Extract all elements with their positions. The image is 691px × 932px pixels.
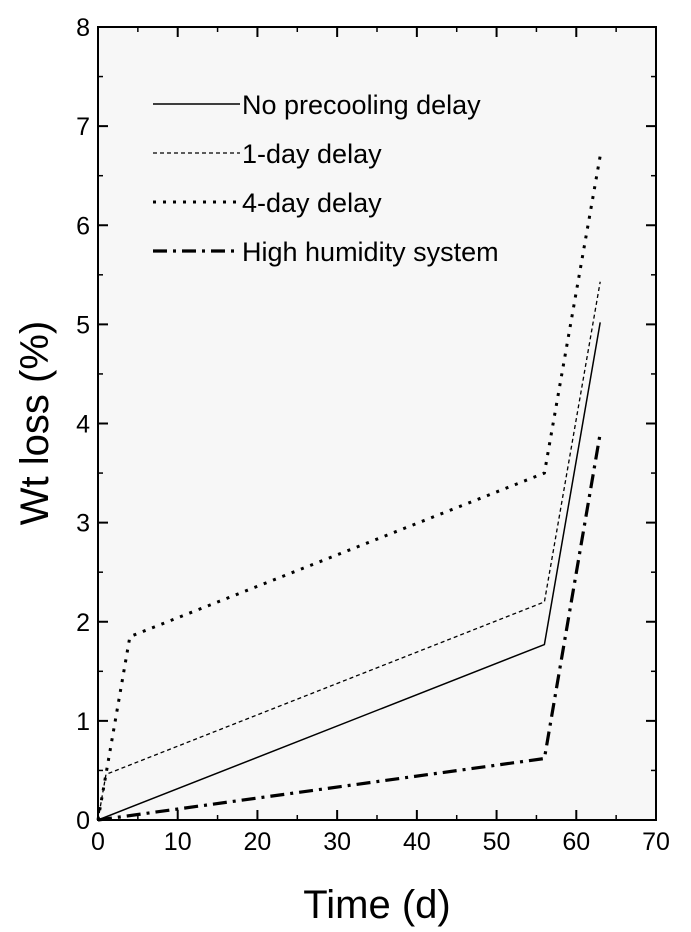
x-tick-label: 10	[164, 828, 192, 856]
x-tick-label: 40	[403, 828, 431, 856]
series-line	[97, 281, 601, 821]
legend: No precooling delay 1-day delay 4-day dela…	[153, 90, 499, 267]
x-tick-label: 70	[642, 828, 670, 856]
x-tick-label: 0	[91, 828, 105, 856]
series-line	[96, 155, 602, 821]
x-tick-label: 50	[483, 828, 511, 856]
y-tick-label: 7	[76, 113, 90, 141]
x-tick-label: 60	[562, 828, 590, 856]
y-tick-label: 5	[76, 311, 90, 339]
y-axis-title: Wt loss (%)	[13, 321, 57, 525]
x-tick-label: 30	[323, 828, 351, 856]
x-tick-label: 20	[244, 828, 272, 856]
series-line	[97, 433, 602, 822]
y-tick-label: 6	[76, 212, 90, 240]
plot-area	[97, 26, 657, 821]
legend-label: 4-day delay	[242, 188, 382, 218]
legend-label: High humidity system	[242, 237, 499, 267]
legend-label: 1-day delay	[242, 139, 382, 169]
y-tick-label: 2	[76, 609, 90, 637]
legend-label: No precooling delay	[242, 90, 481, 120]
y-tick-label: 3	[76, 510, 90, 538]
y-tick-label: 1	[76, 708, 90, 736]
y-tick-label: 4	[76, 411, 90, 439]
y-tick-label: 8	[76, 14, 90, 42]
series-line	[97, 322, 601, 821]
series-lines	[96, 155, 602, 822]
x-axis-title: Time (d)	[303, 883, 450, 927]
y-tick-label: 0	[76, 807, 90, 835]
ticks: 0 10 20 30 40 50 60 70 0 1 2 3 4 5 6 7 8	[76, 14, 670, 856]
